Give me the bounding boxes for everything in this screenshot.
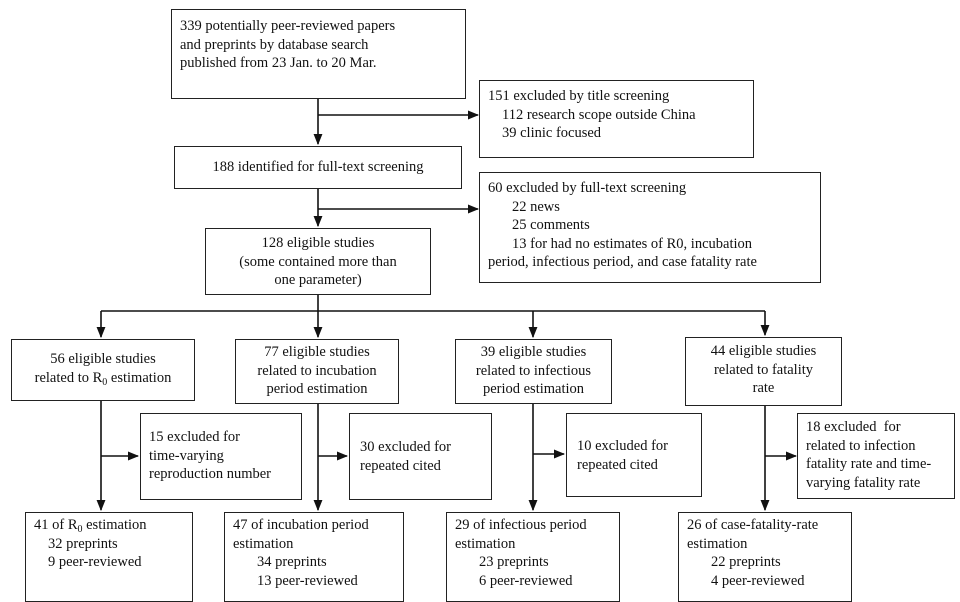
excluded-fulltext-comments: 25 comments (512, 217, 590, 233)
fatality-excluded-line-3: fatality rate and time- (806, 456, 932, 472)
search-line-3: published from 23 Jan. to 20 Mar. (180, 55, 377, 71)
database-search-box: 339 potentially peer-reviewed papers and… (171, 9, 466, 99)
incubation-studies-line-2: related to incubation (257, 362, 377, 379)
fatality-excluded-line-1: 18 excluded for (806, 419, 901, 435)
excluded-fulltext-news: 22 news (512, 198, 560, 215)
r0-excluded-box: 15 excluded for time-varying reproductio… (140, 413, 302, 500)
infectious-final-line-1: 29 of infectious period (455, 517, 587, 533)
infectious-final-line-2: estimation (455, 535, 516, 552)
excluded-title-reason-1: 112 research scope outside China (502, 106, 696, 123)
incubation-excluded-line-1: 30 excluded for (360, 439, 451, 455)
infectious-excluded-box: 10 excluded for repeated cited (566, 413, 702, 497)
fatality-excluded-box: 18 excluded for related to infection fat… (797, 413, 955, 499)
search-line-2: and preprints by database search (180, 36, 369, 53)
incubation-studies-line-3: period estimation (266, 381, 368, 397)
fatality-studies-line-2: related to fatality (713, 361, 814, 378)
eligible-studies-box: 128 eligible studies (some contained mor… (205, 228, 431, 295)
eligible-line-2: (some contained more than (239, 253, 397, 270)
fatality-final-line-1: 26 of case-fatality-rate (687, 517, 819, 533)
excluded-fulltext-no-estimates: 13 for had no estimates of R0, incubatio… (512, 235, 753, 252)
infectious-studies-line-1: 39 eligible studies (480, 344, 587, 360)
infectious-excluded-line-1: 10 excluded for (577, 438, 668, 454)
fatality-excluded-line-4: varying fatality rate (806, 474, 921, 491)
r0-final-line-1: 41 of R0 estimation (34, 517, 147, 535)
excluded-title-heading: 151 excluded by title screening (488, 88, 670, 104)
r0-excluded-line-2: time-varying (149, 447, 224, 464)
fatality-studies-line-1: 44 eligible studies (710, 343, 817, 359)
infectious-studies-line-2: related to infectious (475, 362, 592, 379)
fatality-final-peer-reviewed: 4 peer-reviewed (711, 572, 805, 589)
infectious-final-peer-reviewed: 6 peer-reviewed (479, 572, 573, 589)
eligible-line-3: one parameter) (274, 272, 362, 288)
incubation-final-peer-reviewed: 13 peer-reviewed (257, 572, 358, 589)
incubation-final-line-1: 47 of incubation period (233, 517, 369, 533)
fulltext-screening-box: 188 identified for full-text screening (174, 146, 462, 189)
r0-excluded-line-3: reproduction number (149, 466, 272, 482)
infectious-final-preprints: 23 preprints (479, 554, 549, 570)
incubation-final-box: 47 of incubation period estimation 34 pr… (224, 512, 404, 602)
search-line-1: 339 potentially peer-reviewed papers (180, 18, 396, 34)
excluded-title-box: 151 excluded by title screening 112 rese… (479, 80, 754, 158)
incubation-excluded-box: 30 excluded for repeated cited (349, 413, 492, 500)
fatality-final-preprints: 22 preprints (711, 554, 781, 570)
incubation-excluded-line-2: repeated cited (360, 457, 441, 474)
r0-final-preprints: 32 preprints (48, 535, 118, 552)
excluded-fulltext-no-estimates-cont: period, infectious period, and case fata… (488, 254, 757, 270)
incubation-final-preprints: 34 preprints (257, 554, 327, 570)
r0-studies-box: 56 eligible studies related to R0 estima… (11, 339, 195, 401)
fatality-final-line-2: estimation (687, 535, 748, 552)
excluded-fulltext-box: 60 excluded by full-text screening 22 ne… (479, 172, 821, 283)
excluded-title-reason-2: 39 clinic focused (502, 125, 602, 141)
r0-studies-line-1: 56 eligible studies (50, 351, 156, 367)
fatality-excluded-line-2: related to infection (806, 437, 916, 454)
excluded-fulltext-heading: 60 excluded by full-text screening (488, 180, 687, 196)
infectious-final-box: 29 of infectious period estimation 23 pr… (446, 512, 620, 602)
r0-final-box: 41 of R0 estimation 32 preprints 9 peer-… (25, 512, 193, 602)
infectious-excluded-line-2: repeated cited (577, 456, 658, 473)
infectious-studies-box: 39 eligible studies related to infectiou… (455, 339, 612, 404)
r0-final-peer-reviewed: 9 peer-reviewed (48, 554, 142, 570)
incubation-studies-line-1: 77 eligible studies (264, 344, 370, 360)
incubation-final-line-2: estimation (233, 535, 294, 552)
incubation-studies-box: 77 eligible studies related to incubatio… (235, 339, 399, 404)
fatality-final-box: 26 of case-fatality-rate estimation 22 p… (678, 512, 852, 602)
infectious-studies-line-3: period estimation (482, 381, 585, 397)
r0-studies-line-2: related to R0 estimation (34, 369, 172, 388)
eligible-line-1: 128 eligible studies (261, 235, 375, 251)
r0-excluded-line-1: 15 excluded for (149, 429, 240, 445)
fatality-studies-line-3: rate (752, 380, 775, 396)
fulltext-label: 188 identified for full-text screening (212, 159, 424, 175)
fatality-studies-box: 44 eligible studies related to fatality … (685, 337, 842, 406)
